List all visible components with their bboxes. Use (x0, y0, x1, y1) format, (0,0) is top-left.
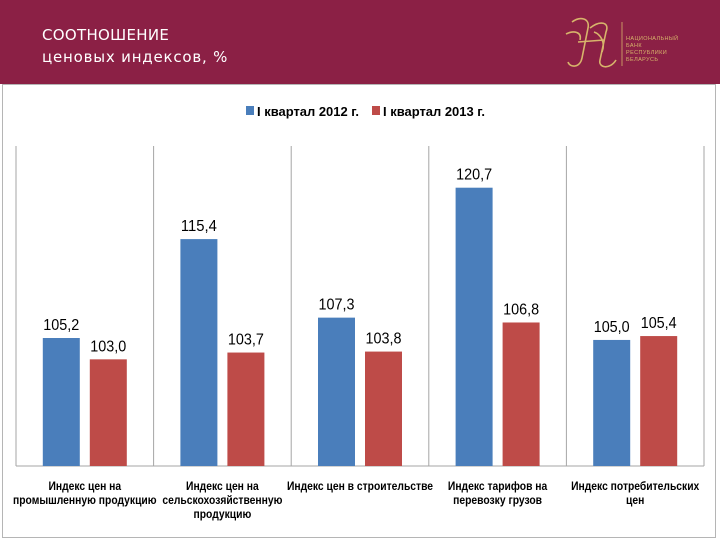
bar (227, 352, 265, 466)
category-label: Индекс цен на (48, 480, 121, 493)
bar (365, 351, 402, 466)
bar (593, 339, 631, 466)
category-label: продукцию (194, 508, 252, 521)
bar (318, 317, 355, 466)
category-label: Индекс цен в строительстве (287, 480, 433, 493)
data-label: 103,8 (366, 331, 402, 348)
logo-text-line: НАЦИОНАЛЬНЫЙ (626, 36, 679, 42)
data-label: 115,4 (181, 218, 217, 235)
bar (89, 359, 127, 466)
legend-label: I квартал 2013 г. (383, 104, 485, 119)
page-subtitle: ценовых индексов, % (42, 48, 229, 66)
header-bar: СООТНОШЕНИЕ ценовых индексов, % НАЦИОНАЛ… (0, 0, 720, 84)
category-label: Индекс тарифов на (448, 480, 548, 493)
category-label: сельскохозяйственную (162, 494, 282, 507)
legend-swatch (246, 106, 254, 115)
bar (502, 322, 540, 466)
bank-logo-icon (565, 17, 623, 68)
category-label: цен (626, 494, 644, 507)
category-label: Индекс потребительских (571, 480, 700, 493)
data-label: 107,3 (319, 297, 355, 314)
logo-text-line: РЕСПУБЛИКИ (626, 50, 668, 56)
data-label: 105,2 (43, 317, 79, 334)
bar (180, 239, 218, 466)
data-label: 105,0 (594, 319, 630, 336)
logo-text-line: БАНК (626, 43, 642, 49)
bar (640, 336, 678, 466)
data-label: 106,8 (503, 301, 539, 318)
bar (455, 187, 493, 467)
data-label: 120,7 (456, 167, 492, 184)
category-label: перевозку грузов (453, 494, 542, 507)
legend-swatch (372, 106, 380, 115)
bar (42, 338, 80, 466)
category-label: промышленную продукцию (13, 494, 157, 507)
page-title: СООТНОШЕНИЕ (42, 26, 170, 44)
data-label: 105,4 (641, 315, 677, 332)
category-label: Индекс цен на (186, 480, 259, 493)
legend-label: I квартал 2012 г. (257, 104, 359, 119)
data-label: 103,7 (228, 332, 264, 349)
data-label: 103,0 (90, 338, 126, 355)
logo-text-block: НАЦИОНАЛЬНЫЙ БАНК РЕСПУБЛИКИ БЕЛАРУСЬ (626, 36, 706, 64)
logo-text-line: БЕЛАРУСЬ (626, 57, 659, 63)
